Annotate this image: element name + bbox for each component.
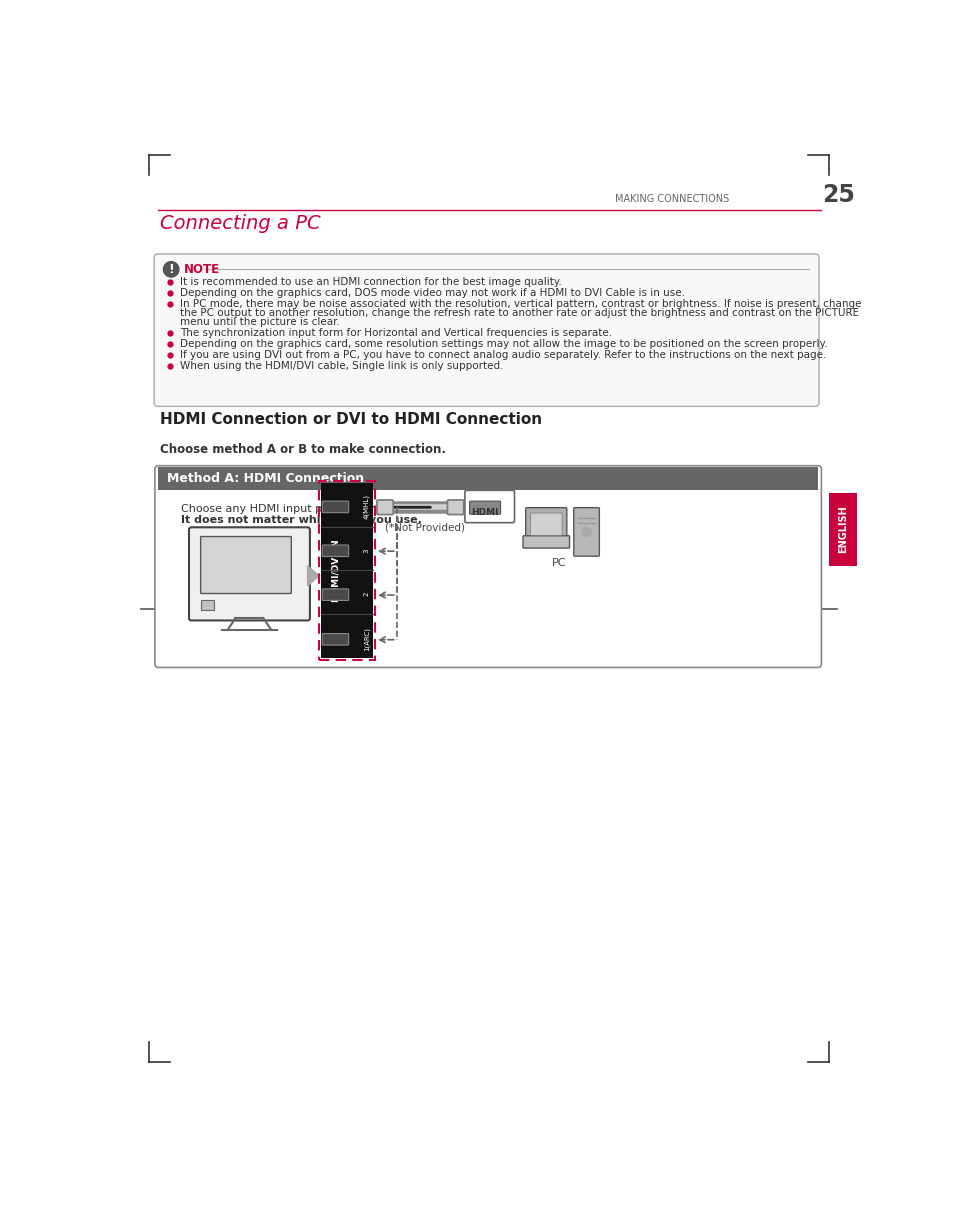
Text: Depending on the graphics card, DOS mode video may not work if a HDMI to DVI Cab: Depending on the graphics card, DOS mode… <box>179 288 684 298</box>
Bar <box>158 468 818 490</box>
Circle shape <box>163 261 179 277</box>
Polygon shape <box>307 566 319 586</box>
Text: Depending on the graphics card, some resolution settings may not allow the image: Depending on the graphics card, some res… <box>179 339 826 349</box>
Bar <box>319 481 375 659</box>
Text: HDMI: HDMI <box>471 509 498 517</box>
Text: !: ! <box>168 263 173 276</box>
Text: 3: 3 <box>363 548 369 553</box>
Text: NOTE: NOTE <box>184 263 220 276</box>
Text: 2: 2 <box>363 592 369 596</box>
Text: HDMI Connection or DVI to HDMI Connection: HDMI Connection or DVI to HDMI Connectio… <box>159 412 541 428</box>
Circle shape <box>581 528 591 536</box>
Text: When using the HDMI/DVI cable, Single link is only supported.: When using the HDMI/DVI cable, Single li… <box>179 360 502 371</box>
FancyBboxPatch shape <box>200 536 291 594</box>
Text: Connecting a PC: Connecting a PC <box>159 214 320 233</box>
Text: 25: 25 <box>821 183 854 207</box>
Text: PC: PC <box>552 558 566 568</box>
FancyBboxPatch shape <box>464 490 514 523</box>
FancyBboxPatch shape <box>525 507 566 539</box>
Text: Method A: HDMI Connection: Method A: HDMI Connection <box>167 472 364 486</box>
FancyBboxPatch shape <box>322 589 348 600</box>
FancyBboxPatch shape <box>154 254 819 406</box>
Text: Choose method A or B to make connection.: Choose method A or B to make connection. <box>159 443 445 457</box>
FancyBboxPatch shape <box>376 500 393 515</box>
Text: menu until the picture is clear.: menu until the picture is clear. <box>179 317 339 328</box>
FancyBboxPatch shape <box>322 501 348 512</box>
Text: Choose any HDMI input port to connect.: Choose any HDMI input port to connect. <box>181 504 404 513</box>
Text: If you are using DVI out from a PC, you have to connect analog audio separately.: If you are using DVI out from a PC, you … <box>179 349 825 360</box>
Text: It is recommended to use an HDMI connection for the best image quality.: It is recommended to use an HDMI connect… <box>179 277 561 288</box>
Text: the PC output to another resolution, change the refresh rate to another rate or : the PC output to another resolution, cha… <box>179 308 858 318</box>
Text: 4(MHL): 4(MHL) <box>363 494 370 519</box>
Bar <box>828 493 856 566</box>
FancyBboxPatch shape <box>189 528 310 621</box>
FancyBboxPatch shape <box>469 501 500 515</box>
FancyBboxPatch shape <box>322 634 348 645</box>
Bar <box>201 600 213 611</box>
FancyBboxPatch shape <box>447 500 463 515</box>
FancyBboxPatch shape <box>154 465 821 668</box>
FancyBboxPatch shape <box>522 536 569 548</box>
Bar <box>320 483 373 658</box>
Text: 1(ARC): 1(ARC) <box>363 627 370 651</box>
Text: ENGLISH: ENGLISH <box>838 505 847 553</box>
Text: In PC mode, there may be noise associated with the resolution, vertical pattern,: In PC mode, there may be noise associate… <box>179 299 861 308</box>
FancyBboxPatch shape <box>322 545 348 557</box>
Text: HDMI/DVI IN: HDMI/DVI IN <box>332 539 340 601</box>
FancyBboxPatch shape <box>573 507 598 557</box>
Text: The synchronization input form for Horizontal and Vertical frequencies is separa: The synchronization input form for Horiz… <box>179 328 611 339</box>
Text: It does not matter which port you use.: It does not matter which port you use. <box>181 515 421 524</box>
FancyBboxPatch shape <box>530 513 561 535</box>
Text: MAKING CONNECTIONS: MAKING CONNECTIONS <box>615 194 729 204</box>
Text: (*Not Provided): (*Not Provided) <box>385 523 465 533</box>
